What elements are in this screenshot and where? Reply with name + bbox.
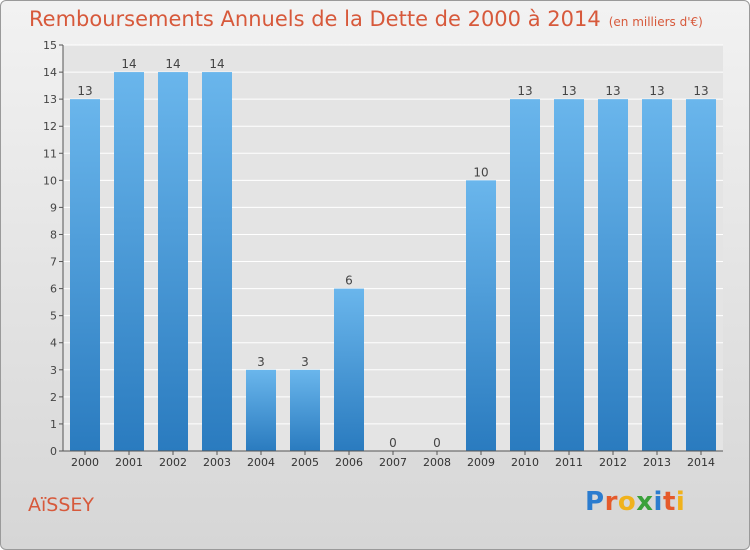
logo-letter: r: [604, 487, 618, 517]
logo-letter: t: [662, 487, 676, 517]
x-tick-label: 2012: [599, 456, 627, 469]
bar-value-label: 13: [693, 84, 708, 98]
y-tick-label: 12: [43, 120, 57, 133]
commune-name: AïSSEY: [28, 494, 95, 516]
bar-value-label: 14: [165, 57, 180, 71]
x-tick-label: 2006: [335, 456, 363, 469]
y-tick-label: 2: [50, 391, 57, 404]
x-tick-label: 2013: [643, 456, 671, 469]
bar: [70, 99, 100, 451]
y-tick-label: 5: [50, 310, 57, 323]
bar-value-label: 14: [121, 57, 136, 71]
bar: [554, 99, 584, 451]
bar: [510, 99, 540, 451]
bar-value-label: 6: [345, 274, 353, 288]
x-tick-label: 2001: [115, 456, 143, 469]
x-tick-label: 2000: [71, 456, 99, 469]
proxiti-logo: Proxiti: [585, 487, 685, 517]
y-tick-label: 8: [50, 228, 57, 241]
bar: [158, 72, 188, 452]
y-tick-label: 11: [43, 147, 57, 160]
chart-title-text: Remboursements Annuels de la Dette de 20…: [29, 7, 601, 31]
bar-value-label: 3: [257, 355, 265, 369]
bar: [466, 180, 496, 452]
y-tick-label: 0: [50, 445, 57, 458]
logo-letter: i: [675, 487, 686, 517]
x-tick-label: 2005: [291, 456, 319, 469]
y-tick-label: 14: [43, 66, 57, 79]
y-tick-label: 3: [50, 364, 57, 377]
bar-value-label: 13: [77, 84, 92, 98]
logo-letter: P: [585, 487, 605, 517]
bar: [202, 72, 232, 452]
x-tick-label: 2009: [467, 456, 495, 469]
bar-chart: 0123456789101112131415132000142001142002…: [43, 39, 723, 469]
x-tick-label: 2008: [423, 456, 451, 469]
bar: [246, 369, 276, 451]
y-tick-label: 15: [43, 39, 57, 52]
bar-value-label: 14: [209, 57, 224, 71]
bar-value-label: 13: [605, 84, 620, 98]
bar: [642, 99, 672, 451]
chart-title: Remboursements Annuels de la Dette de 20…: [29, 7, 703, 31]
bar-value-label: 10: [473, 165, 488, 179]
y-tick-label: 13: [43, 93, 57, 106]
y-tick-label: 9: [50, 201, 57, 214]
unit-note: (en milliers d'€): [608, 15, 703, 29]
bar-value-label: 13: [517, 84, 532, 98]
bar: [686, 99, 716, 451]
y-tick-label: 1: [50, 418, 57, 431]
bar-value-label: 3: [301, 355, 309, 369]
bar-value-label: 0: [389, 436, 397, 450]
x-tick-label: 2010: [511, 456, 539, 469]
bar-value-label: 0: [433, 436, 441, 450]
x-tick-label: 2011: [555, 456, 583, 469]
y-tick-label: 4: [50, 337, 57, 350]
bar: [114, 72, 144, 452]
x-tick-label: 2003: [203, 456, 231, 469]
x-tick-label: 2004: [247, 456, 275, 469]
bar-value-label: 13: [561, 84, 576, 98]
bar: [290, 369, 320, 451]
x-tick-label: 2014: [687, 456, 715, 469]
bar: [334, 288, 364, 451]
x-tick-label: 2007: [379, 456, 407, 469]
y-tick-label: 10: [43, 174, 57, 187]
bar: [598, 99, 628, 451]
logo-letter: i: [653, 487, 663, 517]
y-tick-label: 6: [50, 283, 57, 296]
logo-letter: x: [636, 487, 654, 517]
y-tick-label: 7: [50, 256, 57, 269]
bar-value-label: 13: [649, 84, 664, 98]
x-tick-label: 2002: [159, 456, 187, 469]
logo-letter: o: [617, 487, 637, 517]
